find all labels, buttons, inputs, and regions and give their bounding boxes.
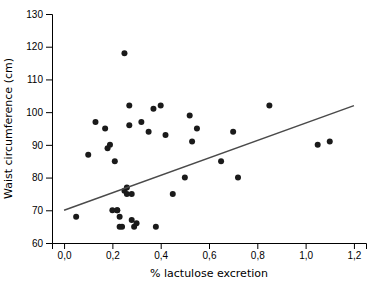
- y-tick-label: 70: [32, 205, 44, 216]
- y-tick-label: 130: [26, 9, 43, 20]
- chart: 0,0 0,2 0,4 0,6 0,8 1,0 1,2 60 70 80 90 100 110 120 13…: [0, 0, 382, 285]
- x-tick-label: 0,2: [106, 250, 120, 261]
- point: [85, 152, 91, 158]
- x-tick-mark: [161, 243, 162, 249]
- point: [266, 103, 272, 109]
- point: [114, 207, 120, 213]
- y-tick-label: 80: [32, 172, 44, 183]
- x-tick-mark: [354, 243, 355, 249]
- y-tick: 70: [32, 205, 52, 216]
- point: [117, 214, 123, 220]
- point: [315, 142, 321, 148]
- marks: [64, 50, 354, 229]
- x-tick: 0,2: [106, 243, 120, 261]
- y-tick: 80: [32, 172, 52, 183]
- x-tick-mark: [306, 243, 307, 249]
- x-tick-mark: [64, 243, 65, 249]
- point: [92, 119, 98, 125]
- point: [126, 103, 132, 109]
- x-tick-label: 1,0: [299, 250, 313, 261]
- y-tick-mark: [46, 243, 52, 244]
- x-tick: 0,6: [203, 243, 217, 261]
- y-axis: 60 70 80 90 100 110 120 130: [26, 9, 52, 249]
- y-tick-mark: [46, 47, 52, 48]
- y-tick-mark: [46, 145, 52, 146]
- x-tick: 1,0: [299, 243, 313, 261]
- y-tick-mark: [46, 178, 52, 179]
- x-tick-mark: [209, 243, 210, 249]
- point: [112, 158, 118, 164]
- scatter-series: [73, 50, 333, 229]
- plot: 0,0 0,2 0,4 0,6 0,8 1,0 1,2 60 70 80 90 100 110 120 13…: [2, 9, 367, 280]
- y-tick-mark: [46, 210, 52, 211]
- point: [114, 207, 120, 213]
- y-tick: 60: [32, 238, 52, 249]
- x-axis-title: % lactulose excretion: [150, 267, 268, 280]
- x-tick-mark: [257, 243, 258, 249]
- point: [119, 224, 125, 230]
- point: [153, 224, 159, 230]
- point: [134, 220, 140, 226]
- point: [138, 119, 144, 125]
- y-tick-label: 100: [26, 107, 43, 118]
- y-tick-label: 90: [32, 140, 44, 151]
- y-tick-mark: [46, 112, 52, 113]
- point: [146, 129, 152, 135]
- point: [230, 129, 236, 135]
- x-tick-label: 0,6: [203, 250, 217, 261]
- x-tick-label: 1,2: [347, 250, 361, 261]
- point: [107, 142, 113, 148]
- y-tick-mark: [46, 14, 52, 15]
- point: [102, 126, 108, 132]
- x-tick-label: 0,8: [251, 250, 265, 261]
- point: [182, 175, 188, 181]
- x-tick: 1,2: [347, 243, 361, 261]
- y-tick: 90: [32, 140, 52, 151]
- point: [163, 132, 169, 138]
- x-tick: 0,4: [154, 243, 168, 261]
- point: [170, 191, 176, 197]
- point: [189, 139, 195, 145]
- x-tick: 0,8: [251, 243, 265, 261]
- point: [235, 175, 241, 181]
- point: [121, 50, 127, 56]
- regression-line: [64, 106, 354, 211]
- x-tick-label: 0,4: [154, 250, 168, 261]
- point: [150, 106, 156, 112]
- y-axis-title: Waist circumference (cm): [2, 58, 15, 199]
- point: [73, 214, 79, 220]
- y-axis-line: [46, 15, 53, 244]
- y-tick: 100: [26, 107, 52, 118]
- x-tick-mark: [112, 243, 113, 249]
- point: [218, 158, 224, 164]
- x-tick-label: 0,0: [58, 250, 72, 261]
- point: [194, 126, 200, 132]
- y-tick-mark: [46, 79, 52, 80]
- y-tick: 110: [27, 74, 52, 85]
- x-axis-line: [53, 244, 367, 250]
- y-tick-label: 110: [27, 74, 43, 85]
- y-tick-label: 60: [32, 238, 44, 249]
- point: [158, 103, 164, 109]
- point: [129, 191, 135, 197]
- y-tick-label: 120: [26, 41, 43, 52]
- x-axis: 0,0 0,2 0,4 0,6 0,8 1,0 1,2: [53, 243, 367, 261]
- point: [327, 139, 333, 145]
- y-tick: 130: [26, 9, 52, 20]
- point: [187, 112, 193, 118]
- point: [126, 122, 132, 128]
- x-tick: 0,0: [58, 243, 72, 261]
- y-tick: 120: [26, 41, 52, 52]
